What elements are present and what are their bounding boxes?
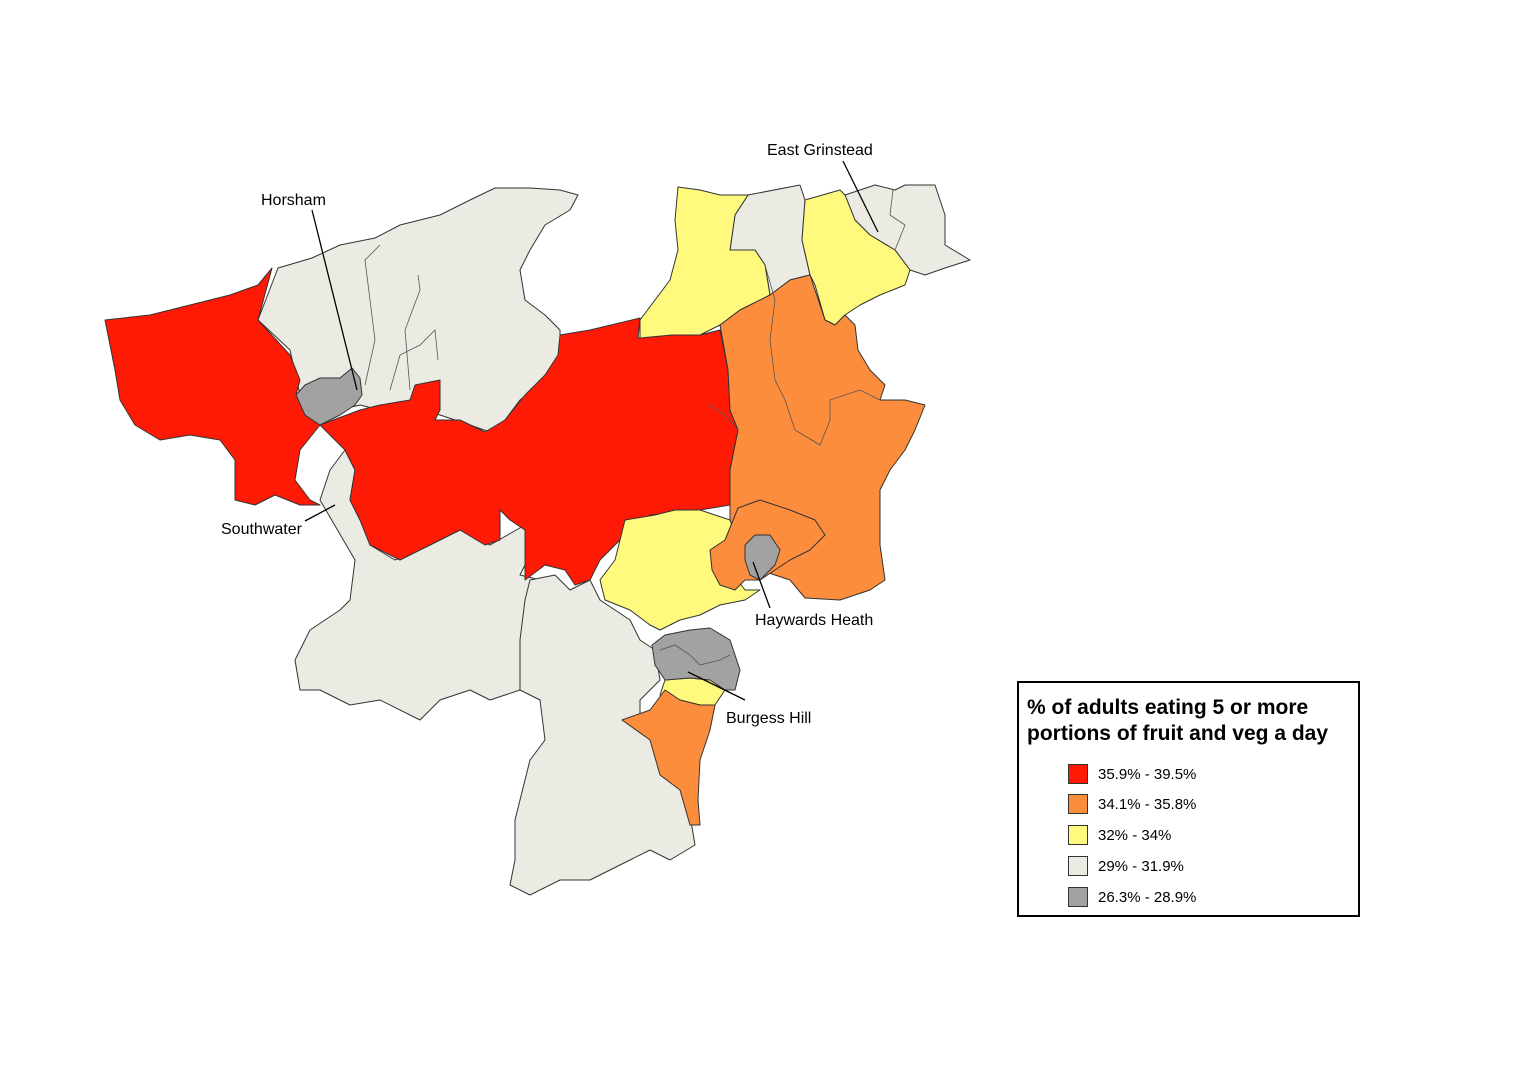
region-south-orange: [621, 689, 716, 826]
label-burgess-hill: Burgess Hill: [726, 710, 811, 727]
legend-swatch: [1068, 856, 1088, 876]
legend-label: 29% - 31.9%: [1098, 857, 1184, 875]
ward-boundary: [364, 244, 381, 386]
legend-title: % of adults eating 5 or more portions of…: [1027, 696, 1329, 745]
legend-item: 34.1% - 35.8%: [1068, 793, 1196, 815]
ward-boundary: [764, 264, 786, 401]
map-legend: % of adults eating 5 or more portions of…: [1017, 681, 1360, 917]
label-horsham: Horsham: [261, 192, 326, 209]
leader-line-east-grinstead: [842, 160, 879, 233]
label-haywards-heath: Haywards Heath: [755, 612, 873, 629]
legend-item: 32% - 34%: [1068, 824, 1171, 846]
leader-line-haywards-heath: [752, 561, 771, 609]
legend-label: 34.1% - 35.8%: [1098, 795, 1197, 813]
legend-label: 35.9% - 39.5%: [1098, 765, 1197, 783]
ward-boundary: [404, 274, 421, 391]
region-west-red: [104, 267, 321, 506]
leader-line-burgess-hill: [687, 671, 746, 701]
label-southwater: Southwater: [221, 521, 303, 538]
region-horsham-grey: [295, 367, 363, 426]
ward-boundary: [889, 189, 906, 251]
legend-item: 29% - 31.9%: [1068, 855, 1184, 877]
ward-boundary: [659, 644, 731, 666]
region-south: [509, 574, 696, 896]
legend-swatch: [1068, 794, 1088, 814]
ward-boundary: [707, 404, 739, 431]
legend-label: 26.3% - 28.9%: [1098, 888, 1197, 906]
ward-boundary: [784, 389, 881, 446]
region-central-yellow: [599, 509, 761, 631]
legend-item: 35.9% - 39.5%: [1068, 763, 1196, 785]
leader-line-southwater: [304, 504, 336, 522]
legend-swatch: [1068, 887, 1088, 907]
legend-item: 26.3% - 28.9%: [1068, 886, 1196, 908]
region-burgess-hill-grey: [651, 627, 741, 691]
legend-swatch: [1068, 764, 1088, 784]
region-haywards-heath-grey: [744, 534, 781, 581]
ward-boundary: [389, 329, 439, 391]
legend-swatch: [1068, 825, 1088, 845]
label-east-grinstead: East Grinstead: [767, 142, 873, 159]
leader-line-horsham: [311, 209, 358, 391]
region-east-grinstead-yellow: [801, 189, 911, 326]
legend-label: 32% - 34%: [1098, 826, 1172, 844]
